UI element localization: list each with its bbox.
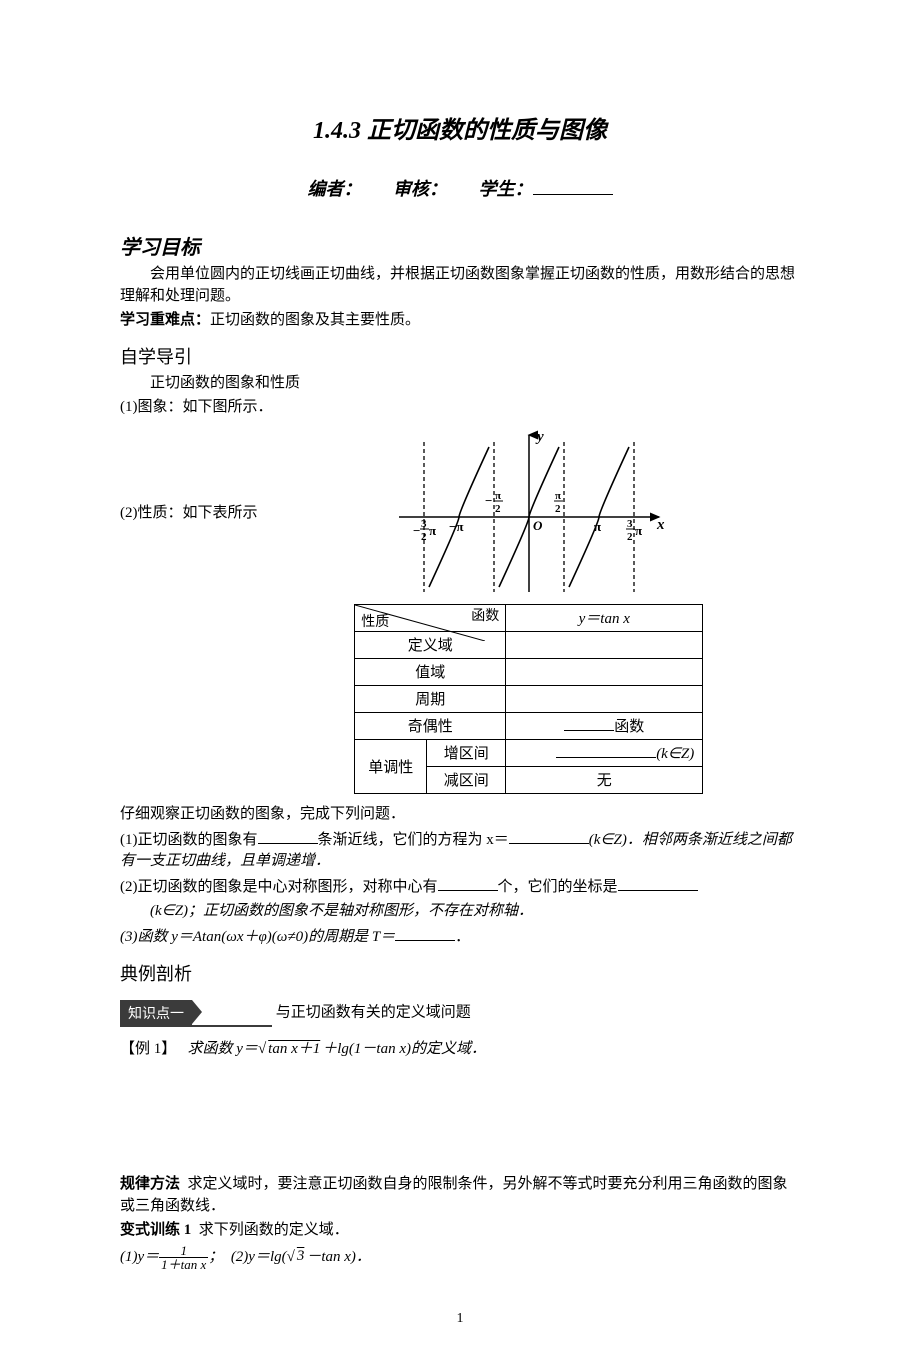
row-period-label: 周期 — [355, 685, 506, 712]
svg-text:π: π — [495, 490, 501, 502]
var1-label: 变式训练 1 — [120, 1222, 191, 1238]
row-mono-label: 单调性 — [355, 739, 427, 793]
keypoint-body: 正切函数的图象及其主要性质。 — [210, 312, 420, 328]
properties-table: 函数 性质 y＝tan x 定义域 值域 周期 奇偶性 函数 单调性 增区间 (… — [354, 604, 703, 794]
method-label: 规律方法 — [120, 1176, 180, 1192]
svg-text:π: π — [555, 490, 561, 502]
svg-text:π: π — [635, 523, 642, 538]
method: 规律方法 求定义域时，要注意正切函数自身的限制条件，另外解不等式时要充分利用三角… — [120, 1174, 800, 1218]
item-2: (2)性质：如下表所示 — [120, 503, 258, 525]
method-body: 求定义域时，要注意正切函数自身的限制条件，另外解不等式时要充分利用三角函数的图象… — [120, 1176, 788, 1214]
question-3: (3)函数 y＝Atan(ωx＋φ)(ω≠0)的周期是 T＝． — [120, 925, 800, 949]
diag-top: 函数 — [471, 605, 499, 625]
work-space-1[interactable] — [120, 1062, 800, 1172]
svg-text:2: 2 — [555, 503, 561, 515]
tag-badge: 知识点一 — [120, 1000, 192, 1026]
question-2: (2)正切函数的图象是中心对称图形，对称中心有个，它们的坐标是 — [120, 875, 800, 899]
row-parity-label: 奇偶性 — [355, 712, 506, 739]
row-range-label: 值域 — [355, 658, 506, 685]
variation-1: 变式训练 1 求下列函数的定义域． — [120, 1220, 800, 1242]
row-dec-label: 减区间 — [427, 766, 506, 793]
row-inc-val[interactable]: (k∈Z) — [506, 739, 703, 766]
svg-text:O: O — [533, 518, 543, 533]
reviewer-label: 审核： — [393, 179, 447, 199]
student-label: 学生： — [479, 179, 533, 199]
col2-header: y＝tan x — [506, 604, 703, 631]
svg-text:3: 3 — [627, 518, 633, 530]
section-objective: 学习目标 — [120, 231, 800, 260]
knowledge-point-1: 知识点一 与正切函数有关的定义域问题 — [120, 1000, 800, 1026]
row-parity-val[interactable]: 函数 — [506, 712, 703, 739]
section-selfstudy: 自学导引 — [120, 343, 800, 369]
svg-text:2: 2 — [495, 503, 501, 515]
question-1: (1)正切函数的图象有条渐近线，它们的方程为 x＝(k∈Z)．相邻两条渐近线之间… — [120, 828, 800, 874]
keypoint: 学习重难点：正切函数的图象及其主要性质。 — [120, 310, 800, 332]
svg-text:2: 2 — [421, 531, 427, 543]
row-period-val[interactable] — [506, 685, 703, 712]
diag-bot: 性质 — [361, 611, 389, 631]
student-blank[interactable] — [533, 176, 613, 195]
tangent-graph: y x O − 3 2 — [258, 427, 801, 602]
page-title: 1.4.3 正切函数的性质与图像 — [120, 110, 800, 145]
q3-blank[interactable] — [395, 925, 455, 941]
row-domain-val[interactable] — [506, 631, 703, 658]
tag-text: 与正切函数有关的定义域问题 — [276, 1005, 471, 1021]
q1-blank-1[interactable] — [258, 828, 318, 844]
svg-text:−: − — [485, 493, 492, 508]
svg-text:−: − — [413, 523, 420, 538]
diag-header-cell: 函数 性质 — [355, 604, 506, 631]
page-number: 1 — [120, 1311, 800, 1327]
keypoint-label: 学习重难点： — [120, 312, 210, 328]
item-1: (1)图象：如下图所示． — [120, 397, 800, 419]
objective-body: 会用单位圆内的正切线画正切曲线，并根据正切函数图象掌握正切函数的性质，用数形结合… — [120, 264, 800, 308]
row-dec-val: 无 — [506, 766, 703, 793]
q2-blank-2[interactable] — [618, 875, 698, 891]
ex1-label: 【例 1】 — [120, 1041, 176, 1057]
example-1: 【例 1】 求函数 y＝√tan x＋1＋lg(1－tan x)的定义域． — [120, 1039, 800, 1061]
section-example: 典例剖析 — [120, 960, 800, 986]
author-line: 编者： 审核： 学生： — [120, 175, 800, 201]
q1-blank-2[interactable] — [509, 828, 589, 844]
variation-1-items: (1)y＝11＋tan x； (2)y＝lg(√3－tan x)． — [120, 1244, 800, 1271]
var1-body: 求下列函数的定义域． — [199, 1222, 349, 1238]
editor-label: 编者： — [308, 179, 362, 199]
row-range-val[interactable] — [506, 658, 703, 685]
q2-blank-1[interactable] — [438, 875, 498, 891]
svg-text:x: x — [656, 517, 665, 533]
svg-text:y: y — [535, 429, 544, 445]
svg-text:3: 3 — [421, 518, 427, 530]
selfstudy-intro: 正切函数的图象和性质 — [120, 373, 800, 395]
row-inc-label: 增区间 — [427, 739, 506, 766]
svg-text:π: π — [429, 523, 436, 538]
svg-text:2: 2 — [627, 531, 633, 543]
question-2-cont: (k∈Z)；正切函数的图象不是轴对称图形，不存在对称轴． — [120, 901, 800, 923]
page: 1.4.3 正切函数的性质与图像 编者： 审核： 学生： 学习目标 会用单位圆内… — [0, 0, 920, 1367]
observe-prompt: 仔细观察正切函数的图象，完成下列问题． — [120, 804, 800, 826]
